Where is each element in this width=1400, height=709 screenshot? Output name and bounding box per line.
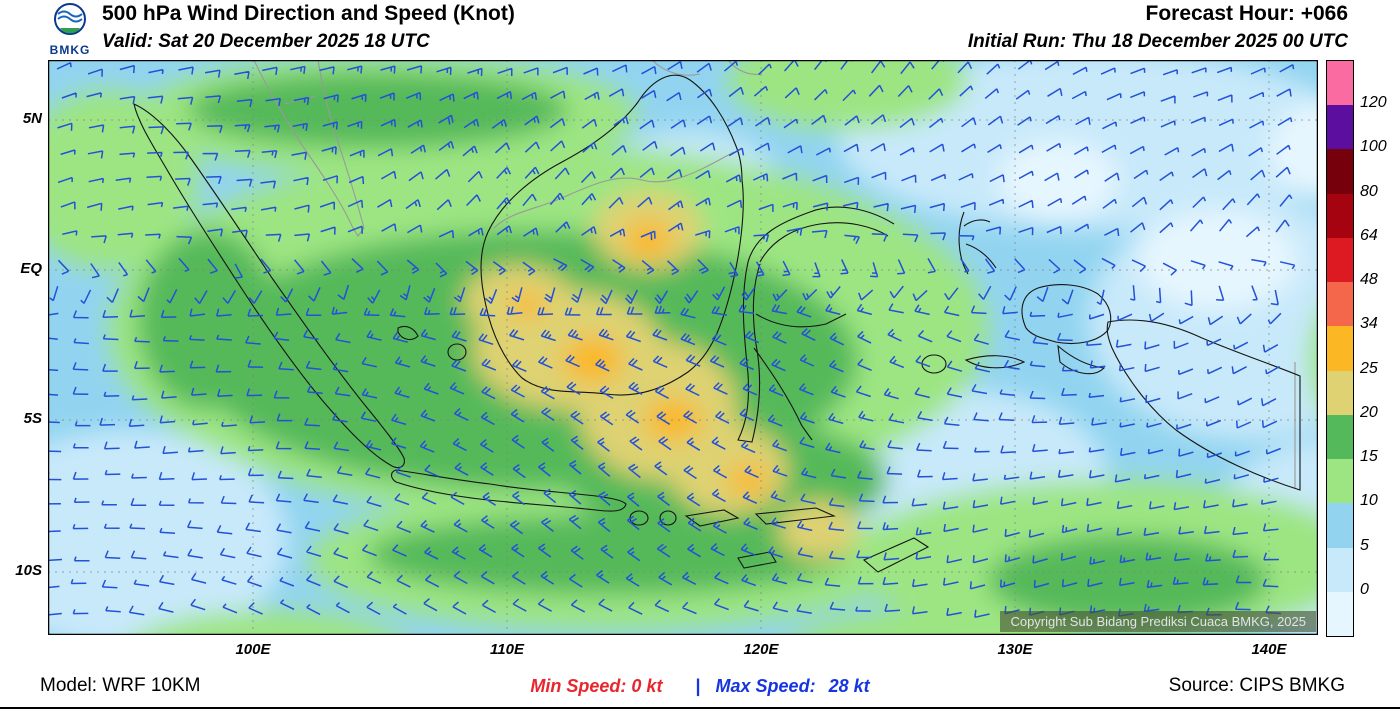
speed-legend-colorbar	[1326, 60, 1354, 637]
legend-label-64: 64	[1360, 226, 1378, 244]
coast-java	[390, 469, 627, 512]
coast-buru	[921, 354, 947, 374]
coast-papua-head	[1021, 284, 1112, 345]
bmkg-logo-text: BMKG	[49, 43, 91, 57]
legend-segment-8	[1327, 414, 1353, 460]
max-speed-label: Max Speed:	[715, 676, 816, 696]
speed-shading-layer	[48, 60, 1318, 635]
legend-segment-0	[1327, 61, 1353, 106]
coast-borneo	[480, 74, 744, 396]
legend-label-48: 48	[1360, 271, 1378, 289]
coast-sulawesi	[737, 206, 895, 443]
legend-label-120: 120	[1360, 94, 1387, 112]
lon-tick-130E: 130E	[997, 641, 1033, 658]
coast-sulawesi-n	[759, 222, 889, 263]
legend-label-100: 100	[1360, 138, 1387, 156]
lon-tick-140E: 140E	[1251, 641, 1287, 658]
coast-bomberai	[1057, 344, 1106, 375]
coast-sumatra	[133, 103, 405, 469]
coast-seram	[964, 355, 1026, 369]
page-title: 500 hPa Wind Direction and Speed (Knot)	[102, 2, 515, 25]
legend-segment-7	[1327, 370, 1353, 415]
legend-segment-11	[1327, 547, 1353, 592]
lon-tick-120E: 120E	[743, 641, 779, 658]
lat-tick-EQ: EQ	[20, 260, 42, 277]
coast-flores	[754, 507, 837, 525]
legend-segment-6	[1327, 326, 1353, 371]
initial-run-label: Initial Run: Thu 18 December 2025 00 UTC	[967, 31, 1348, 52]
map-frame	[48, 60, 1318, 635]
legend-segment-12	[1327, 591, 1353, 637]
coast-timor	[862, 537, 930, 573]
wind-map: Copyright Sub Bidang Prediksi Cuaca BMKG…	[48, 60, 1318, 635]
lon-tick-100E: 100E	[235, 641, 271, 658]
lat-tick-10S: 10S	[15, 562, 42, 579]
bottom-divider	[0, 707, 1400, 709]
coast-bangka	[397, 325, 419, 341]
coast-sulawesi-se	[753, 347, 813, 441]
legend-segment-5	[1327, 282, 1353, 327]
legend-segment-1	[1327, 105, 1353, 150]
legend-label-10: 10	[1360, 492, 1378, 510]
wind-barbs	[48, 60, 1296, 619]
legend-label-20: 20	[1360, 403, 1378, 421]
legend-label-15: 15	[1360, 448, 1378, 466]
lon-tick-110E: 110E	[490, 641, 524, 658]
forecast-hour-label: Forecast Hour: +066	[1145, 2, 1349, 25]
lat-tick-5S: 5S	[23, 410, 42, 427]
speed-separator: |	[695, 676, 701, 696]
legend-label-80: 80	[1360, 182, 1378, 200]
coast-belitung	[447, 343, 467, 361]
bmkg-logo: BMKG	[44, 2, 96, 57]
legend-segment-9	[1327, 459, 1353, 504]
legend-segment-4	[1327, 237, 1353, 283]
coast-bali	[629, 510, 649, 526]
legend-segment-3	[1327, 193, 1353, 238]
map-canvas	[48, 60, 1318, 635]
copyright-watermark: Copyright Sub Bidang Prediksi Cuaca BMKG…	[1000, 611, 1316, 632]
coast-halmahera	[958, 211, 997, 275]
model-label: Model: WRF 10KM	[40, 675, 201, 696]
legend-segment-10	[1327, 503, 1353, 548]
coast-sumba	[737, 551, 777, 569]
coastlines	[133, 74, 1301, 573]
legend-segment-2	[1327, 149, 1353, 194]
graticule-gridlines	[48, 60, 1318, 635]
source-label: Source: CIPS BMKG	[1168, 675, 1345, 696]
coast-sumbawa	[684, 509, 740, 527]
lat-tick-5N: 5N	[22, 110, 42, 127]
legend-label-25: 25	[1360, 359, 1378, 377]
wind-barbs-layer	[48, 60, 1296, 619]
coast-papua	[1106, 319, 1301, 491]
max-speed-value: 28 kt	[828, 676, 870, 696]
bmkg-logo-icon	[54, 3, 86, 35]
legend-label-5: 5	[1360, 536, 1369, 554]
coast-sulawesi-e	[755, 313, 847, 328]
legend-label-34: 34	[1360, 315, 1378, 333]
speed-summary: Min Speed: 0 kt | Max Speed: 28 kt	[0, 676, 1400, 697]
legend-label-0: 0	[1360, 580, 1369, 598]
min-speed-value: 0 kt	[631, 676, 663, 696]
valid-time-label: Valid: Sat 20 December 2025 18 UTC	[102, 31, 430, 52]
min-speed-label: Min Speed:	[530, 676, 627, 696]
